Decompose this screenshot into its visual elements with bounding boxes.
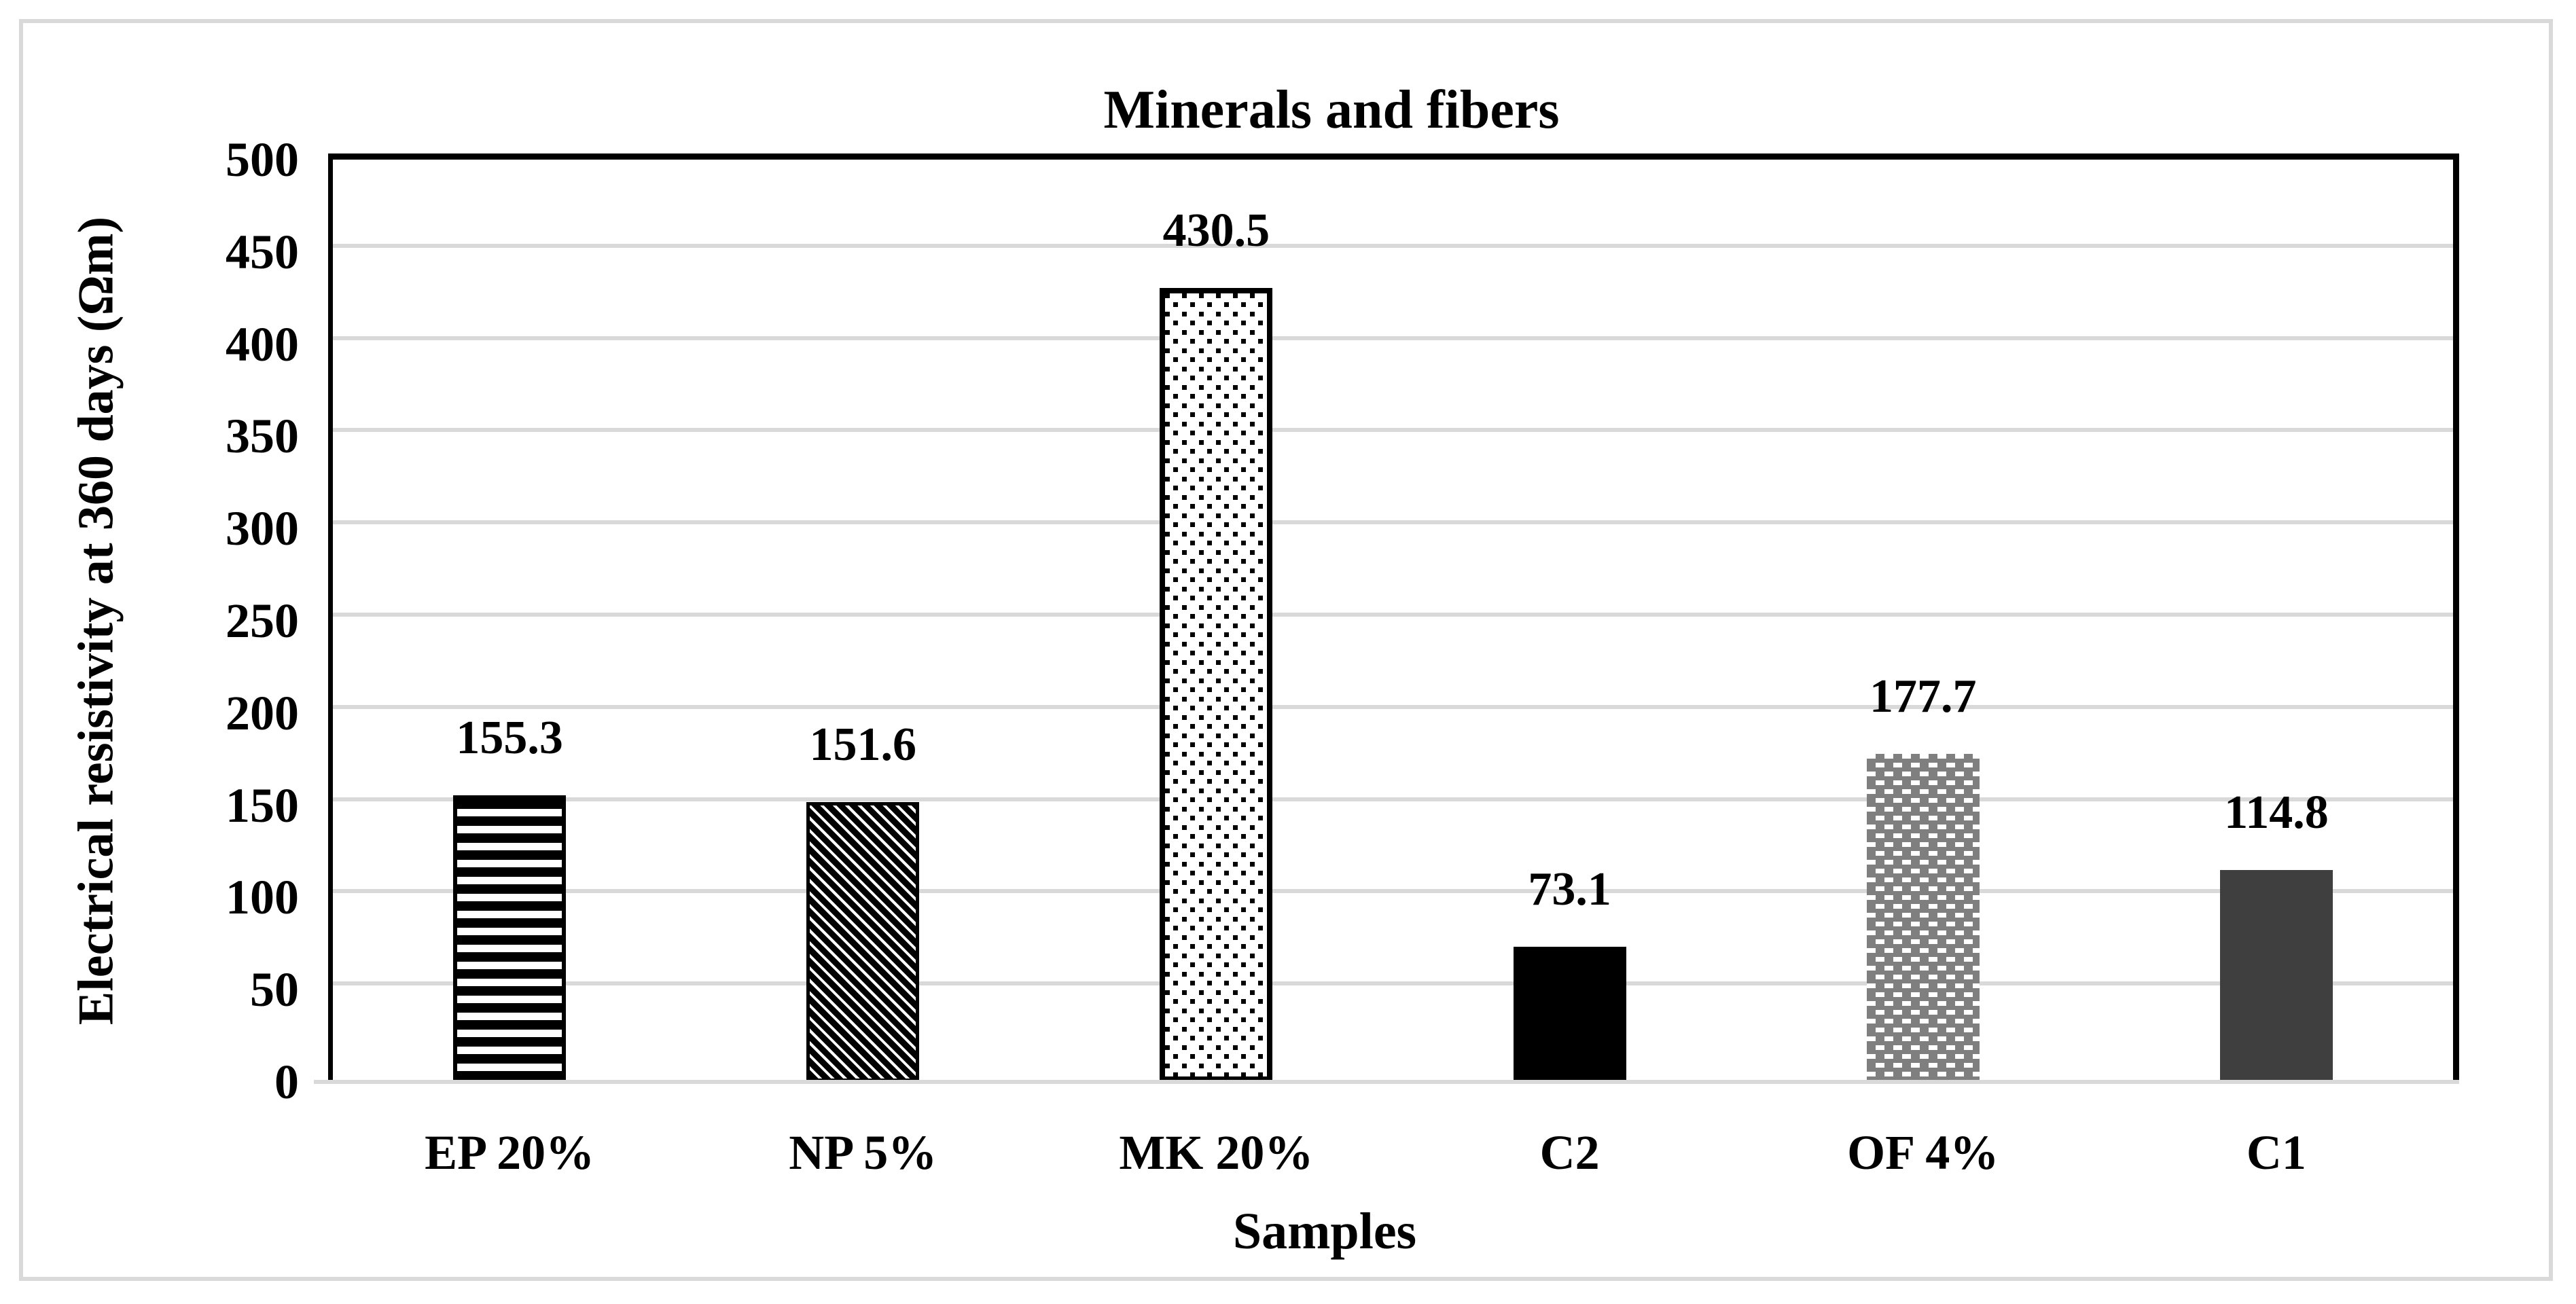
gridline [333, 797, 2453, 801]
bar-mk-20 [1160, 288, 1273, 1082]
y-tick-label: 250 [226, 594, 299, 648]
y-tick-label: 400 [226, 316, 299, 372]
x-tick-label: EP 20% [425, 1125, 595, 1180]
gridline [333, 336, 2453, 340]
plot-area: 155.3 151.6 430.5 73.1 177.7 114.8 [328, 153, 2459, 1082]
bar-ep-20 [453, 795, 567, 1082]
bar-of-4 [1866, 754, 1980, 1082]
bar-value-label: 73.1 [1528, 863, 1611, 916]
bar-value-label: 430.5 [1162, 204, 1270, 257]
x-tick-label: MK 20% [1119, 1125, 1314, 1180]
y-tick-label: 200 [226, 685, 299, 740]
y-tick-label: 150 [226, 778, 299, 833]
gridline [333, 428, 2453, 433]
y-tick-label: 50 [250, 962, 299, 1017]
gridline [333, 243, 2453, 248]
gridline [333, 981, 2453, 986]
x-axis-baseline [314, 1080, 2459, 1084]
x-tick-label: NP 5% [789, 1125, 937, 1180]
figure-border [19, 19, 2553, 1281]
bar-value-label: 177.7 [1870, 670, 1977, 723]
y-tick-label: 0 [274, 1055, 299, 1109]
bar-value-label: 155.3 [456, 712, 563, 764]
chart-title: Minerals and fibers [1103, 80, 1560, 140]
y-tick-label: 300 [226, 501, 299, 556]
gridline [333, 704, 2453, 709]
y-tick-label: 100 [226, 870, 299, 925]
x-tick-label: C1 [2246, 1125, 2306, 1180]
bar-c2 [1513, 947, 1626, 1082]
gridline [333, 613, 2453, 617]
bar-c1 [2219, 870, 2333, 1082]
y-tick-label: 500 [226, 132, 299, 187]
y-tick-label: 350 [226, 409, 299, 464]
x-tick-label: OF 4% [1847, 1125, 1999, 1180]
bar-np-5 [806, 802, 920, 1082]
x-tick-label: C2 [1539, 1125, 1600, 1180]
x-axis-title: Samples [1232, 1203, 1417, 1260]
bar-value-label: 114.8 [2224, 786, 2329, 839]
gridline [333, 889, 2453, 894]
y-tick-label: 450 [226, 224, 299, 279]
gridline [333, 520, 2453, 525]
bar-value-label: 151.6 [809, 719, 917, 771]
